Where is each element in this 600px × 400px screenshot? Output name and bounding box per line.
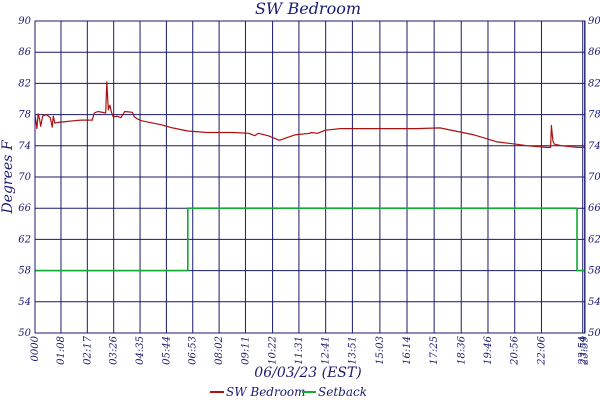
x-tick-label: 13:51: [347, 336, 358, 365]
y-tick-label-left: 58: [18, 266, 31, 277]
x-tick-label: 03:26: [109, 335, 120, 364]
y-tick-label-left: 54: [18, 297, 31, 308]
x-tick-label: 19:46: [483, 335, 494, 364]
x-axis-label: 06/03/23 (EST): [254, 365, 361, 381]
series-line-0: [34, 81, 585, 148]
y-axis-label: Degrees F: [0, 139, 16, 214]
y-tick-label-left: 62: [18, 234, 31, 245]
y-tick-label-left: 86: [18, 47, 31, 58]
x-tick-label: 22:06: [536, 335, 547, 365]
x-tick-label: 10:22: [268, 336, 279, 365]
x-tick-label: 17:25: [429, 336, 440, 365]
y-tick-label-left: 82: [18, 78, 31, 89]
x-tick-label: 23:54: [578, 336, 589, 366]
y-tick-label-left: 90: [18, 16, 31, 27]
y-tick-label-right: 90: [588, 16, 600, 27]
x-tick-label: 01:08: [56, 336, 67, 365]
x-tick-label: 15:03: [375, 336, 386, 365]
tick-labels: 50 50 54 54 58 58 62 62 66 66 70 70 74 74 78 78 82 82 86 86…: [18, 16, 600, 366]
series-group: [34, 81, 585, 272]
y-tick-label-right: 54: [588, 297, 600, 308]
y-tick-label-right: 82: [588, 78, 600, 89]
plot-frame: [34, 20, 586, 334]
y-tick-label-left: 70: [18, 172, 31, 183]
x-tick-label: 16:14: [402, 336, 413, 365]
y-tick-label-right: 70: [588, 172, 600, 183]
legend-label: SW Bedroom: [226, 385, 306, 399]
y-tick-label-left: 74: [18, 141, 31, 152]
y-tick-label-left: 50: [18, 328, 31, 339]
x-tick-label: 08:02: [214, 336, 225, 365]
x-tick-label: 20:56: [510, 335, 521, 365]
x-tick-label: 06:53: [188, 336, 199, 365]
legend-label: Setback: [318, 385, 367, 399]
x-tick-label: 04:35: [135, 336, 146, 365]
y-tick-label-right: 78: [588, 110, 600, 121]
y-tick-label-left: 66: [18, 203, 31, 214]
legend: SW Bedroom Setback: [210, 385, 367, 399]
grid: [34, 20, 586, 334]
y-tick-label-right: 86: [588, 47, 600, 58]
y-tick-label-right: 58: [588, 266, 600, 277]
y-tick-label-right: 50: [588, 328, 600, 339]
x-tick-label: 0000: [30, 335, 41, 361]
y-tick-label-right: 62: [588, 234, 600, 245]
x-tick-label: 12:41: [321, 336, 332, 365]
chart-title: SW Bedroom: [255, 0, 361, 18]
y-tick-label-right: 74: [588, 141, 600, 152]
x-tick-label: 09:11: [240, 336, 251, 365]
y-tick-label-right: 66: [588, 203, 600, 214]
x-tick-label: 02:17: [82, 335, 93, 364]
y-tick-label-left: 78: [18, 110, 31, 121]
x-tick-label: 18:36: [456, 335, 467, 364]
x-tick-label: 23:59: [580, 335, 591, 365]
series-line-1: [35, 207, 585, 272]
x-tick-label: 05:44: [161, 336, 172, 365]
x-tick-label: 11:31: [294, 336, 305, 365]
